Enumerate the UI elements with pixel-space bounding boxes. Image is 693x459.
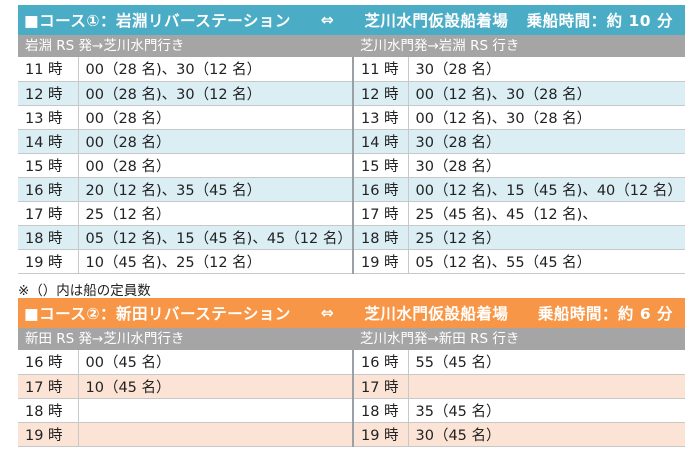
left-times-cell: 00（28 名)、30（12 名） [78, 81, 354, 106]
right-hour-cell: 18 時 [353, 225, 409, 250]
course2-column-headers: 新田 RS 発→芝川水門行き 芝川水門発→新田 RS 行き [18, 328, 685, 350]
left-hour-cell: 14 時 [18, 129, 79, 154]
course2-timetable: 16 時 00（45 名） 16 時 55（45 名） 17 時 10（45 名… [18, 350, 685, 447]
bidirectional-arrow-icon: ⇔ [320, 11, 335, 29]
table-row: 19 時 19 時 30（45 名） [18, 422, 685, 447]
right-hour-cell: 19 時 [353, 422, 409, 447]
left-hour-cell: 15 時 [18, 153, 79, 178]
table-row: 18 時 18 時 35（45 名） [18, 398, 685, 423]
left-hour-cell: 18 時 [18, 398, 79, 423]
left-times-cell [78, 398, 354, 423]
left-hour-cell: 18 時 [18, 225, 79, 250]
course2-right-header: 芝川水門発→新田 RS 行き [360, 331, 520, 347]
course2-route-title: ■コース②：新田リバーステーション [24, 305, 291, 323]
left-hour-cell: 16 時 [18, 177, 79, 202]
right-hour-cell: 15 時 [353, 153, 409, 178]
left-hour-cell: 19 時 [18, 249, 79, 274]
right-times-cell: 30（45 名） [408, 422, 685, 447]
table-row: 19 時 10（45 名)、25（12 名） 19 時 05（12 名)、55（… [18, 249, 685, 274]
table-row: 16 時 20（12 名)、35（45 名） 16 時 00（12 名)、15（… [18, 177, 685, 202]
right-times-cell: 05（12 名)、55（45 名） [408, 249, 685, 274]
course1-destination: 芝川水門仮設船着場 [364, 12, 509, 30]
left-times-cell [78, 422, 354, 447]
table-row: 13 時 00（28 名） 13 時 00（12 名)、30（28 名） [18, 105, 685, 130]
right-times-cell: 00（12 名)、30（28 名） [408, 81, 685, 106]
course1-column-headers: 岩淵 RS 発→芝川水門行き 芝川水門発→岩淵 RS 行き [18, 35, 685, 57]
capacity-note: ※（）内は船の定員数 [18, 283, 151, 299]
left-times-cell: 00（28 名)、30（12 名） [78, 57, 354, 82]
table-row: 11 時 00（28 名)、30（12 名） 11 時 30（28 名） [18, 57, 685, 82]
right-times-cell: 00（12 名)、15（45 名)、40（12 名） [408, 177, 685, 202]
right-times-cell: 35（45 名） [408, 398, 685, 423]
left-times-cell: 00（28 名） [78, 129, 354, 154]
right-times-cell: 25（12 名） [408, 225, 685, 250]
right-times-cell: 00（12 名)、30（28 名） [408, 105, 685, 130]
right-hour-cell: 13 時 [353, 105, 409, 130]
right-hour-cell: 14 時 [353, 129, 409, 154]
right-hour-cell: 16 時 [353, 177, 409, 202]
course1-right-header: 芝川水門発→岩淵 RS 行き [360, 38, 520, 54]
left-times-cell: 00（45 名） [78, 350, 354, 375]
left-times-cell: 10（45 名） [78, 374, 354, 399]
left-hour-cell: 11 時 [18, 57, 79, 82]
left-times-cell: 25（12 名） [78, 201, 354, 226]
bidirectional-arrow-icon: ⇔ [320, 304, 335, 322]
left-times-cell: 05（12 名)、15（45 名)、45（12 名） [78, 225, 354, 250]
course2-left-header: 新田 RS 発→芝川水門行き [25, 331, 185, 347]
right-hour-cell: 18 時 [353, 398, 409, 423]
right-times-cell: 30（28 名） [408, 153, 685, 178]
right-hour-cell: 12 時 [353, 81, 409, 106]
left-times-cell: 00（28 名） [78, 153, 354, 178]
left-times-cell: 20（12 名)、35（45 名） [78, 177, 354, 202]
course2-banner: ■コース②：新田リバーステーション ⇔ 芝川水門仮設船着場 乗船時間：約 6 分 [18, 298, 685, 328]
course1-banner: ■コース①：岩淵リバーステーション ⇔ 芝川水門仮設船着場 乗船時間：約 10 … [18, 5, 685, 35]
table-row: 15 時 00（28 名） 15 時 30（28 名） [18, 153, 685, 178]
table-row: 17 時 25（12 名） 17 時 25（45 名)、45（12 名)、 [18, 201, 685, 226]
left-times-cell: 00（28 名） [78, 105, 354, 130]
course1-ride-time: 乗船時間：約 10 分 [526, 12, 673, 30]
left-hour-cell: 17 時 [18, 201, 79, 226]
course2-destination: 芝川水門仮設船着場 [364, 305, 509, 323]
right-times-cell: 55（45 名） [408, 350, 685, 375]
table-row: 14 時 00（28 名） 14 時 30（28 名） [18, 129, 685, 154]
right-hour-cell: 17 時 [353, 201, 409, 226]
course1-timetable: 11 時 00（28 名)、30（12 名） 11 時 30（28 名） 12 … [18, 57, 685, 274]
right-hour-cell: 17 時 [353, 374, 409, 399]
table-row: 17 時 10（45 名） 17 時 [18, 374, 685, 399]
course2-ride-time: 乗船時間：約 6 分 [537, 305, 673, 323]
right-times-cell: 30（28 名） [408, 129, 685, 154]
right-times-cell: 30（28 名） [408, 57, 685, 82]
course1-route-title: ■コース①：岩淵リバーステーション [24, 12, 291, 30]
left-hour-cell: 13 時 [18, 105, 79, 130]
right-times-cell: 25（45 名)、45（12 名)、 [408, 201, 685, 226]
right-times-cell [408, 374, 685, 399]
table-row: 18 時 05（12 名)、15（45 名)、45（12 名） 18 時 25（… [18, 225, 685, 250]
table-row: 12 時 00（28 名)、30（12 名） 12 時 00（12 名)、30（… [18, 81, 685, 106]
left-hour-cell: 17 時 [18, 374, 79, 399]
table-row: 16 時 00（45 名） 16 時 55（45 名） [18, 350, 685, 375]
right-hour-cell: 11 時 [353, 57, 409, 82]
right-hour-cell: 16 時 [353, 350, 409, 375]
left-hour-cell: 16 時 [18, 350, 79, 375]
right-hour-cell: 19 時 [353, 249, 409, 274]
left-hour-cell: 19 時 [18, 422, 79, 447]
left-times-cell: 10（45 名)、25（12 名） [78, 249, 354, 274]
left-hour-cell: 12 時 [18, 81, 79, 106]
course1-left-header: 岩淵 RS 発→芝川水門行き [25, 38, 185, 54]
